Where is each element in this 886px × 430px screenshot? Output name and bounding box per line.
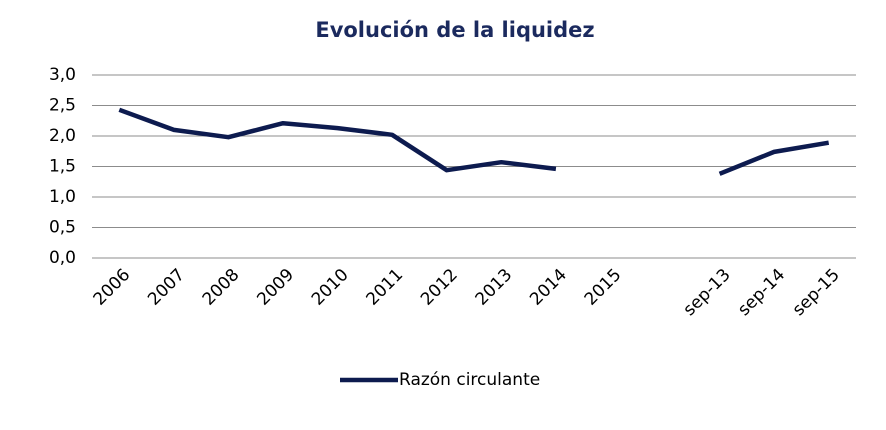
y-tick-label: 3,0 [49, 65, 76, 85]
x-tick-label: sep-15 [789, 265, 844, 320]
x-tick-label: 2013 [472, 265, 517, 310]
x-tick-label: sep-13 [680, 265, 735, 320]
y-tick-label: 0,5 [49, 218, 76, 238]
x-tick-label: 2009 [253, 265, 298, 310]
x-tick-label: 2008 [199, 265, 244, 310]
x-tick-label: 2011 [362, 265, 407, 310]
x-tick-label: sep-14 [734, 265, 789, 320]
y-tick-label: 2,0 [49, 126, 76, 146]
y-tick-label: 0,0 [49, 248, 76, 268]
series-line [118, 107, 830, 176]
y-tick-label: 1,5 [49, 157, 76, 177]
y-tick-label: 2,5 [49, 96, 76, 116]
legend-label: Razón circulante [399, 370, 540, 390]
y-tick-label: 1,0 [49, 187, 76, 207]
x-tick-label: 2007 [144, 265, 189, 310]
x-tick-label: 2010 [308, 265, 353, 310]
x-tick-label: 2014 [526, 265, 571, 310]
x-tick-label: 2012 [417, 265, 462, 310]
chart-title: Evolución de la liquidez [315, 18, 594, 42]
x-tick-label: 2015 [581, 265, 626, 310]
x-tick-label: 2006 [90, 265, 135, 310]
